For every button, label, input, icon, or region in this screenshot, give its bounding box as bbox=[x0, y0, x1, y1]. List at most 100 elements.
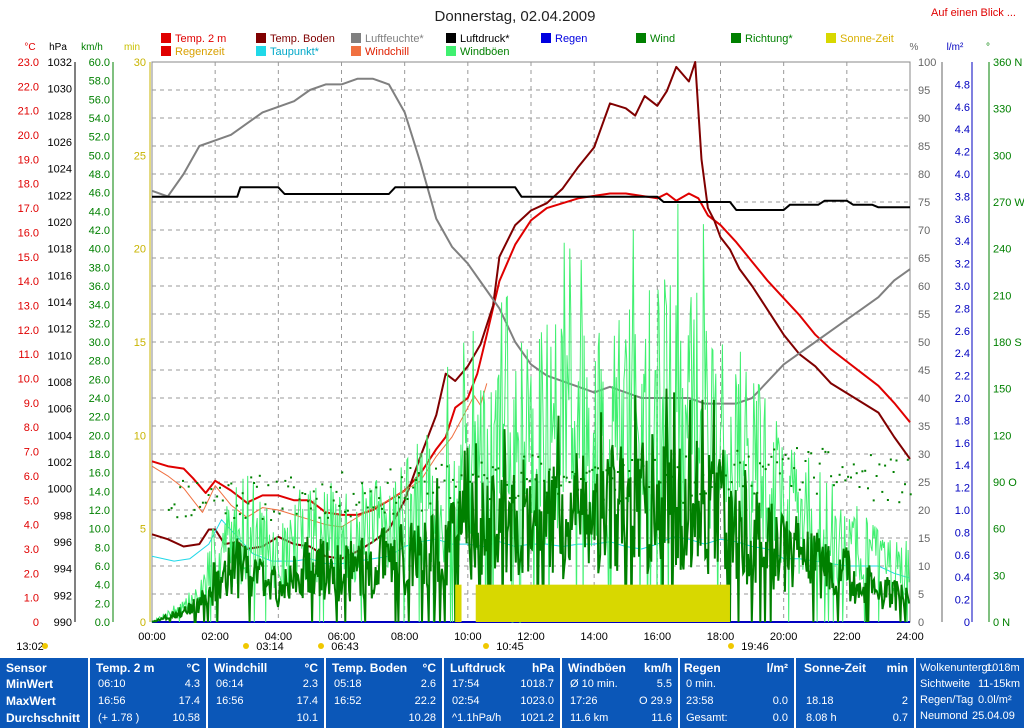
direction-point bbox=[216, 495, 219, 498]
stats-time: 16:52 bbox=[334, 695, 362, 707]
y-tick-pct: 25 bbox=[918, 477, 930, 489]
direction-point bbox=[753, 492, 756, 495]
direction-point bbox=[631, 459, 634, 461]
sun-event-time: 06:43 bbox=[331, 641, 359, 653]
direction-point bbox=[207, 494, 210, 496]
stats-block-title: Regen bbox=[684, 661, 721, 675]
direction-point bbox=[278, 512, 281, 515]
sun-icon bbox=[243, 643, 249, 649]
y-tick-kmh: 26.0 bbox=[89, 374, 110, 386]
y-tick-dir: 60 bbox=[993, 524, 1005, 536]
y-tick-kmh: 2.0 bbox=[95, 598, 110, 610]
direction-point bbox=[628, 470, 631, 472]
direction-point bbox=[230, 482, 233, 485]
y-tick-hpa: 1026 bbox=[48, 137, 72, 149]
y-tick-temp: 23.0 bbox=[18, 57, 39, 69]
y-tick-rain: 3.0 bbox=[955, 281, 970, 293]
sun-bar bbox=[475, 584, 730, 622]
y-tick-min: 10 bbox=[134, 430, 146, 442]
y-tick-rain: 1.8 bbox=[955, 415, 970, 427]
direction-point bbox=[554, 481, 557, 484]
direction-point bbox=[520, 471, 523, 474]
y-tick-kmh: 56.0 bbox=[89, 94, 110, 106]
series-windb-en bbox=[151, 203, 910, 623]
legend-swatch bbox=[256, 46, 266, 56]
direction-point bbox=[250, 476, 253, 479]
stats-time: Gesamt: bbox=[686, 712, 728, 724]
y-tick-temp: 13.0 bbox=[18, 300, 39, 312]
direction-point bbox=[435, 467, 437, 470]
direction-point bbox=[582, 478, 585, 481]
direction-point bbox=[673, 499, 676, 502]
y-tick-temp: 18.0 bbox=[18, 179, 39, 191]
direction-point bbox=[471, 473, 474, 476]
x-tick-label: 16:00 bbox=[644, 631, 672, 643]
direction-point bbox=[233, 517, 236, 519]
direction-point bbox=[702, 474, 705, 476]
axis-unit-rain: l/m² bbox=[947, 42, 964, 53]
stats-value: 4.3 bbox=[184, 678, 200, 690]
stats-time: 0 min. bbox=[686, 678, 716, 690]
direction-point bbox=[167, 508, 170, 511]
stats-block-title: Windchill bbox=[214, 661, 268, 675]
direction-point bbox=[727, 488, 730, 491]
direction-point bbox=[881, 490, 884, 493]
stats-time: 16:56 bbox=[216, 695, 244, 707]
direction-point bbox=[292, 486, 295, 489]
direction-point bbox=[852, 463, 855, 466]
y-tick-pct: 45 bbox=[918, 365, 930, 377]
direction-point bbox=[781, 458, 784, 461]
legend-swatch bbox=[446, 46, 456, 56]
y-tick-kmh: 10.0 bbox=[89, 524, 110, 536]
direction-point bbox=[662, 497, 665, 500]
chart-axes: 00:00 02:00 04:00 06:00 08:00 10:00 12:00 14:00… bbox=[18, 57, 1024, 643]
y-tick-kmh: 24.0 bbox=[89, 393, 110, 405]
legend-swatch bbox=[256, 33, 266, 43]
direction-point bbox=[338, 504, 341, 507]
direction-point bbox=[500, 493, 503, 495]
y-tick-kmh: 52.0 bbox=[89, 132, 110, 144]
y-tick-kmh: 58.0 bbox=[89, 76, 110, 88]
y-tick-dir: 150 bbox=[993, 384, 1011, 396]
direction-point bbox=[506, 483, 508, 486]
legend-label: Regenzeit bbox=[175, 46, 225, 58]
direction-point bbox=[577, 488, 580, 491]
stats-sensor-header: Sensor bbox=[6, 661, 47, 675]
legend-label: Regen bbox=[555, 33, 587, 45]
direction-point bbox=[793, 467, 796, 470]
y-tick-kmh: 28.0 bbox=[89, 356, 110, 368]
series-luftfeuchte bbox=[151, 77, 911, 405]
y-tick-rain: 0.4 bbox=[955, 572, 970, 584]
direction-point bbox=[349, 515, 352, 518]
direction-point bbox=[443, 479, 446, 482]
direction-point bbox=[295, 512, 298, 515]
direction-point bbox=[290, 476, 292, 479]
direction-point bbox=[767, 463, 770, 466]
y-tick-pct: 70 bbox=[918, 225, 930, 237]
y-tick-kmh: 36.0 bbox=[89, 281, 110, 293]
direction-point bbox=[571, 471, 574, 473]
direction-point bbox=[528, 479, 531, 482]
direction-point bbox=[622, 464, 625, 467]
direction-point bbox=[309, 507, 312, 510]
y-tick-rain: 1.6 bbox=[955, 438, 970, 450]
legend-swatch bbox=[636, 33, 646, 43]
legend-swatch bbox=[541, 33, 551, 43]
legend-swatch bbox=[161, 33, 171, 43]
direction-point bbox=[597, 467, 599, 470]
y-tick-rain: 4.6 bbox=[955, 102, 970, 114]
direction-point bbox=[562, 475, 565, 478]
cloud-base-value: 1018m bbox=[986, 662, 1020, 674]
y-tick-dir: 90 O bbox=[993, 477, 1017, 489]
y-tick-temp: 21.0 bbox=[18, 106, 39, 118]
overview-link[interactable]: Auf einen Blick ... bbox=[931, 7, 1016, 19]
direction-point bbox=[190, 514, 193, 517]
direction-point bbox=[463, 490, 466, 493]
stats-time: ^1.1hPa/h bbox=[452, 712, 502, 724]
y-tick-min: 20 bbox=[134, 244, 146, 256]
y-tick-hpa: 1002 bbox=[48, 457, 72, 469]
direction-point bbox=[665, 473, 668, 476]
y-tick-dir: 0 N bbox=[993, 617, 1010, 629]
y-tick-min: 0 bbox=[140, 617, 146, 629]
direction-point bbox=[267, 484, 270, 487]
